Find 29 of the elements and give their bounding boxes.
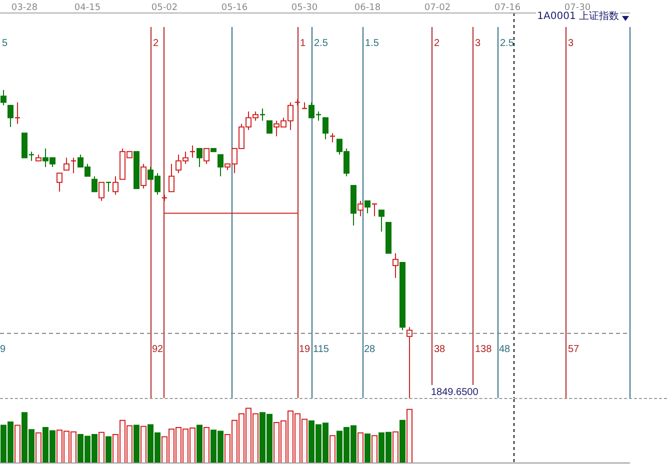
annotation: 38 xyxy=(434,344,446,355)
x-tick-label: 05-16 xyxy=(221,3,248,13)
x-tick-label: 03-28 xyxy=(11,3,38,13)
x-tick-label: 07-30 xyxy=(564,3,591,13)
text: 3 xyxy=(568,38,574,49)
text: 1.5 xyxy=(365,38,380,49)
annotation: 115 xyxy=(313,344,330,355)
x-tick-label: 05-02 xyxy=(151,3,178,13)
text: 5 xyxy=(2,38,8,49)
x-tick-label: 07-02 xyxy=(424,3,451,13)
annotation: 9 xyxy=(0,344,6,355)
annotation: 138 xyxy=(475,344,492,355)
text: 3 xyxy=(475,38,481,49)
text: 2 xyxy=(153,38,159,49)
annotation: 48 xyxy=(499,344,511,355)
x-tick-label: 05-30 xyxy=(291,3,318,13)
annotation: 19 xyxy=(299,344,311,355)
x-tick-label: 07-16 xyxy=(494,3,521,13)
x-tick-label: 04-15 xyxy=(74,3,101,13)
text: 2 xyxy=(434,38,440,49)
annotation: 92 xyxy=(152,344,164,355)
text: 2.5 xyxy=(314,38,328,49)
text: 2.5 xyxy=(500,38,514,49)
chart-title: 1A0001 上证指数 xyxy=(536,11,620,23)
annotation: 28 xyxy=(364,344,376,355)
x-tick-label: 06-18 xyxy=(354,3,381,13)
text: 1 xyxy=(300,38,306,49)
annotation: 1849.6500 xyxy=(431,387,479,398)
annotation: 57 xyxy=(568,344,580,355)
